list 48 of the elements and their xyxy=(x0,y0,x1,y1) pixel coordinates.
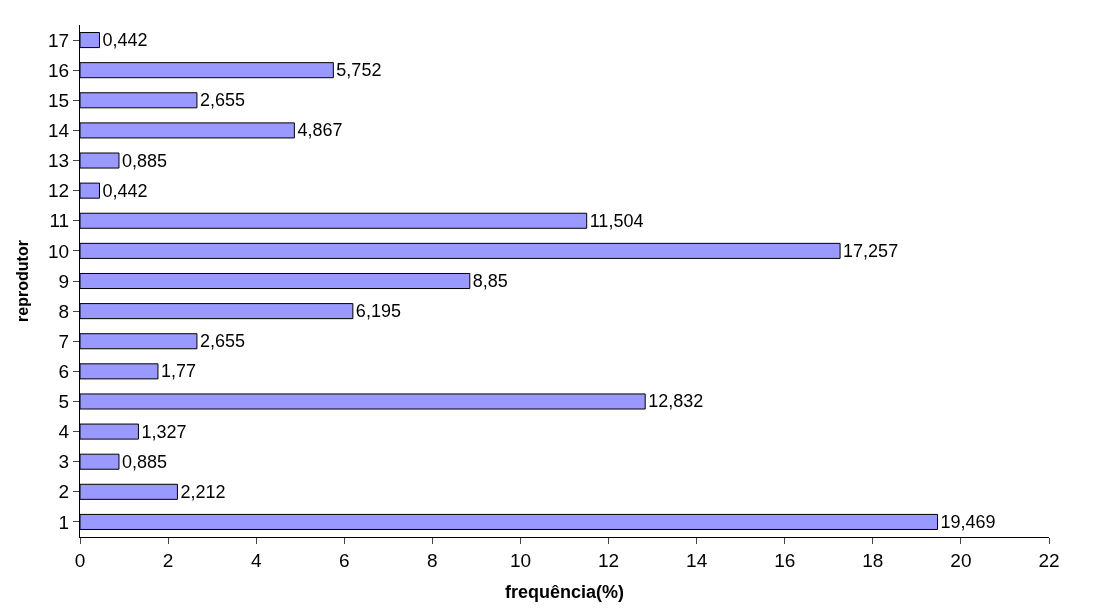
data-label: 0,885 xyxy=(121,150,168,171)
x-tick-label: 18 xyxy=(862,549,884,571)
x-tick-label: 6 xyxy=(338,549,350,571)
x-axis-title: frequência(%) xyxy=(504,581,625,602)
data-label: 19,469 xyxy=(940,511,996,532)
data-label: 5,752 xyxy=(336,60,382,81)
data-label: 12,832 xyxy=(648,391,704,412)
data-label: 17,257 xyxy=(843,240,899,261)
x-tick-label: 12 xyxy=(597,549,620,571)
data-label: 8,85 xyxy=(472,271,508,291)
y-tick-label: 10 xyxy=(48,240,70,262)
y-tick-label: 8 xyxy=(58,300,70,322)
x-tick-label: 10 xyxy=(509,549,532,571)
y-axis-title: reprodutor xyxy=(13,240,31,322)
y-tick-label: 3 xyxy=(58,451,70,473)
data-label: 1,327 xyxy=(141,421,187,442)
data-label: 11,504 xyxy=(589,210,644,231)
x-tick-label: 16 xyxy=(774,549,796,571)
y-tick-label: 9 xyxy=(58,270,70,292)
y-tick-label: 6 xyxy=(58,361,70,382)
data-label: 0,442 xyxy=(102,180,148,201)
y-tick-label: 5 xyxy=(58,391,70,413)
data-label: 0,442 xyxy=(102,30,148,51)
y-tick-label: 14 xyxy=(48,120,70,142)
x-tick-label: 20 xyxy=(950,549,972,571)
data-label: 2,655 xyxy=(199,90,245,111)
y-tick-label: 16 xyxy=(48,59,70,81)
data-label: 2,212 xyxy=(180,481,226,502)
data-label: 1,77 xyxy=(160,361,197,382)
data-label: 0,885 xyxy=(121,451,168,472)
y-tick-label: 17 xyxy=(48,29,70,51)
data-label: 6,195 xyxy=(355,301,401,322)
y-tick-label: 7 xyxy=(58,330,70,352)
data-label: 2,655 xyxy=(199,331,245,352)
x-tick-label: 0 xyxy=(74,549,86,571)
y-tick-label: 15 xyxy=(48,89,70,111)
y-tick-label: 11 xyxy=(49,210,70,232)
y-tick-label: 12 xyxy=(48,180,70,202)
y-tick-label: 2 xyxy=(58,481,70,503)
y-tick-label: 4 xyxy=(58,421,70,443)
x-tick-label: 2 xyxy=(162,549,174,571)
x-tick-label: 14 xyxy=(686,549,708,571)
x-tick-label: 22 xyxy=(1038,549,1060,571)
y-tick-label: 13 xyxy=(48,150,70,172)
x-tick-label: 8 xyxy=(427,549,438,571)
y-tick-label: 1 xyxy=(58,511,70,533)
data-label: 4,867 xyxy=(297,120,343,141)
x-tick-label: 4 xyxy=(250,549,262,571)
